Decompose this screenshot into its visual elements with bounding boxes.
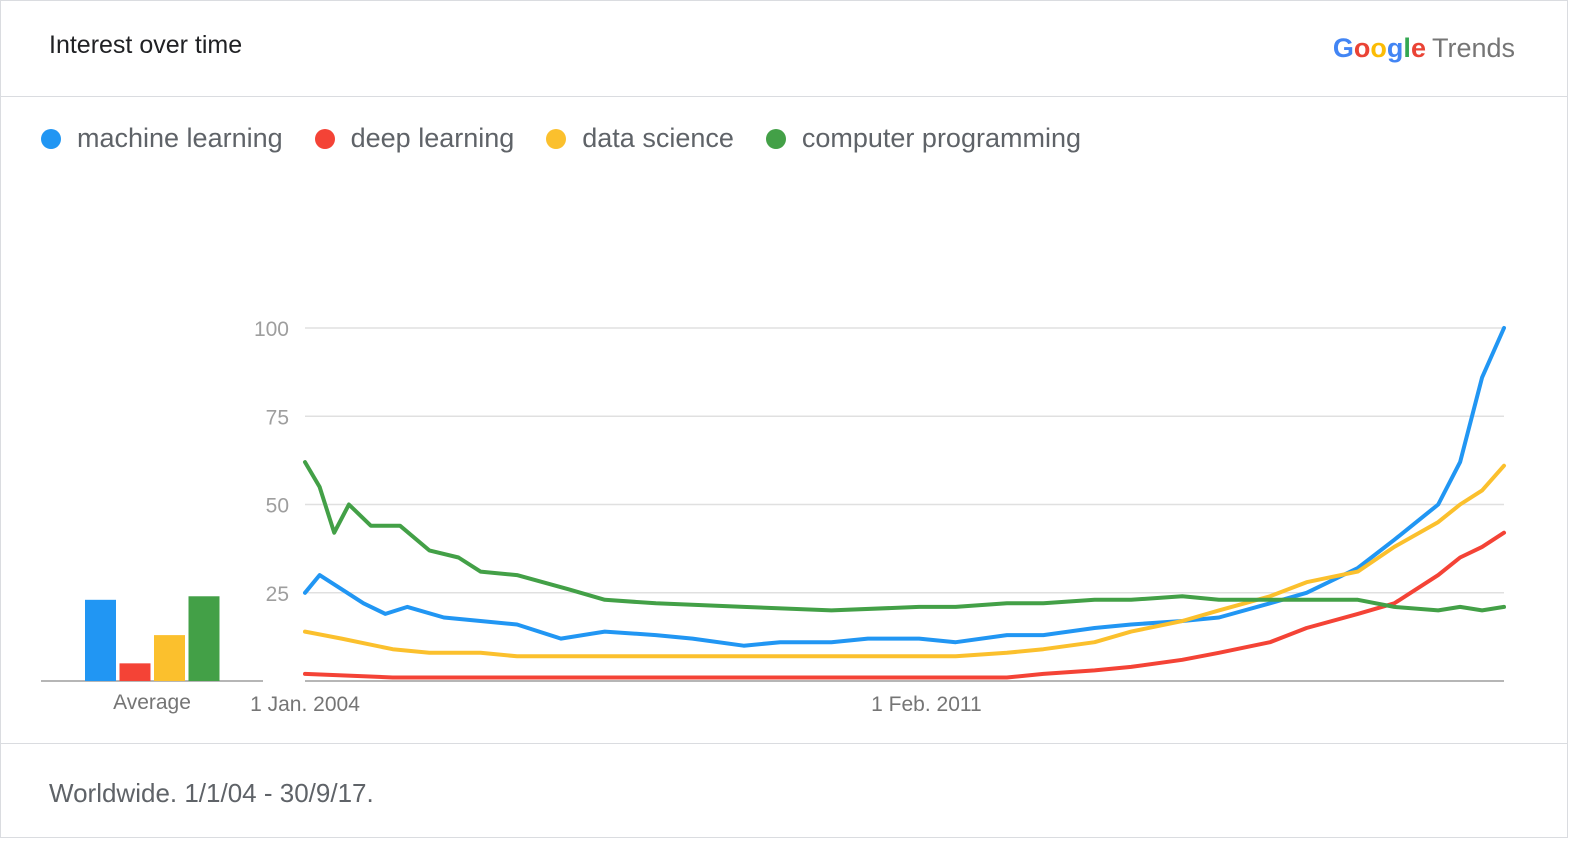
- y-tick-label: 25: [266, 583, 289, 606]
- legend-label: deep learning: [350, 123, 515, 153]
- y-tick-label: 50: [266, 495, 289, 518]
- average-bar: [188, 596, 220, 681]
- chart-grid: [305, 327, 1504, 682]
- google-trends-logo[interactable]: Google Trends: [1333, 33, 1515, 64]
- y-tick-label: 100: [254, 318, 289, 341]
- footer-region-range: Worldwide. 1/1/04 - 30/9/17.: [49, 778, 374, 808]
- x-tick-label: 1 Jan. 2004: [250, 693, 360, 716]
- average-bars: [41, 596, 263, 682]
- x-tick-label: 1 Feb. 2011: [871, 693, 982, 716]
- card-footer: Worldwide. 1/1/04 - 30/9/17.: [1, 743, 1567, 838]
- legend-label: data science: [582, 123, 734, 153]
- legend-dot-icon: [546, 128, 567, 149]
- series-line: [303, 460, 1506, 613]
- legend-label: machine learning: [77, 123, 283, 153]
- average-bar: [85, 599, 116, 681]
- legend-item-data-science[interactable]: data science: [546, 123, 734, 154]
- interest-chart[interactable]: 25 50 75 100 1 Jan. 2004 1 Feb. 2011 Average: [1, 97, 1567, 743]
- average-bar: [154, 635, 185, 681]
- series-lines: [303, 326, 1506, 680]
- legend-dot-icon: [41, 128, 61, 149]
- average-bar: [119, 663, 151, 681]
- axis-labels: 25 50 75 100 1 Jan. 2004 1 Feb. 2011 Average: [113, 318, 982, 716]
- legend-label: computer programming: [801, 123, 1081, 153]
- series-line: [303, 463, 1506, 659]
- series-line: [303, 530, 1506, 680]
- chart-legend: machine learning deep learning data scie…: [41, 123, 1113, 154]
- legend-item-machine-learning[interactable]: machine learning: [41, 123, 283, 154]
- card-title: Interest over time: [49, 31, 243, 59]
- legend-item-deep-learning[interactable]: deep learning: [314, 123, 515, 154]
- brand-google: Google: [1332, 33, 1426, 63]
- average-label: Average: [113, 691, 191, 714]
- legend-dot-icon: [765, 128, 786, 149]
- y-tick-label: 75: [266, 406, 289, 429]
- legend-item-computer-programming[interactable]: computer programming: [765, 123, 1081, 154]
- brand-trends: Trends: [1431, 33, 1515, 63]
- trends-card: Interest over time Google Trends machine …: [0, 0, 1568, 838]
- legend-dot-icon: [314, 128, 335, 149]
- card-header: Interest over time Google Trends: [1, 1, 1567, 97]
